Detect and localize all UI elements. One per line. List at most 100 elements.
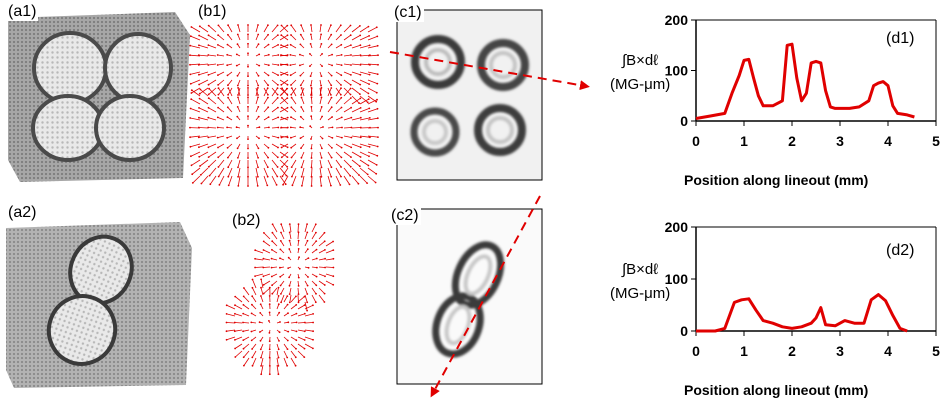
field-vector — [199, 159, 209, 167]
field-vector — [283, 343, 288, 350]
field-vector-head — [226, 106, 229, 109]
field-vector-head — [369, 136, 371, 139]
field-vector-head — [226, 126, 228, 129]
field-vector-head — [268, 286, 271, 289]
field-vector-head — [368, 107, 371, 110]
field-vector — [318, 287, 325, 294]
field-vector-head — [237, 166, 239, 169]
field-vector-head — [237, 94, 239, 96]
field-vector-head — [323, 231, 326, 234]
field-vector — [367, 167, 377, 175]
field-vector-head — [251, 295, 254, 298]
field-vector — [281, 143, 289, 148]
field-vector — [311, 167, 313, 177]
field-vector — [359, 117, 370, 121]
field-vector — [327, 87, 332, 97]
field-vector-head — [226, 64, 229, 67]
field-vector — [227, 34, 233, 41]
field-vector — [343, 54, 352, 57]
field-vector-head — [262, 292, 265, 295]
field-vector-head — [271, 231, 274, 234]
field-vector-head — [207, 146, 210, 149]
field-vector-head — [237, 24, 239, 26]
field-vector-head — [286, 295, 289, 297]
field-vector-head — [190, 155, 192, 158]
field-vector — [281, 25, 289, 33]
field-vector — [243, 343, 250, 350]
field-vector — [218, 97, 225, 105]
field-vector-head — [330, 43, 333, 46]
field-vector-head — [267, 106, 270, 109]
field-vector-head — [278, 331, 281, 334]
field-vector — [359, 45, 370, 49]
field-vector — [251, 304, 257, 310]
field-vector — [304, 336, 314, 341]
field-vector-head — [251, 364, 254, 367]
field-vector — [290, 54, 297, 57]
field-vector — [318, 249, 326, 254]
field-vector-head — [233, 321, 236, 324]
field-vector-head — [323, 292, 326, 295]
field-vector-head — [198, 107, 200, 109]
field-vector-head — [258, 64, 261, 67]
field-vector — [291, 167, 297, 177]
field-vector — [301, 151, 305, 158]
field-vector-head — [290, 84, 292, 86]
field-vector — [208, 135, 217, 138]
field-vector — [271, 79, 279, 86]
field-vector-head — [235, 126, 238, 129]
field-vector — [191, 159, 201, 166]
field-vector — [237, 97, 241, 105]
field-vector-head — [376, 117, 379, 120]
field-vector-head — [290, 96, 293, 99]
field-vector — [199, 151, 209, 158]
field-vector — [335, 54, 342, 57]
x-tick-label: 0 — [692, 133, 700, 149]
field-vector — [217, 44, 225, 49]
field-vector-head — [207, 83, 210, 86]
field-vector-head — [340, 175, 342, 178]
field-vector-head — [331, 53, 333, 56]
field-vector-head — [267, 146, 270, 149]
field-vector-head — [315, 240, 318, 242]
field-vector-head — [299, 33, 302, 36]
field-vector-head — [290, 136, 292, 139]
field-vector-head — [298, 267, 301, 270]
field-vector — [251, 343, 257, 350]
radiograph-a2 — [6, 222, 192, 388]
field-vector-head — [286, 97, 289, 99]
field-vector-head — [359, 25, 361, 27]
field-vector-head — [303, 295, 306, 298]
field-vector-head — [320, 24, 322, 26]
field-vector — [289, 294, 292, 303]
field-vector — [226, 336, 236, 341]
field-vector-head — [267, 93, 269, 96]
field-vector-head — [247, 87, 249, 89]
field-vector — [351, 79, 361, 85]
field-vector — [198, 135, 209, 138]
field-vector — [217, 117, 225, 121]
field-vector — [263, 232, 271, 240]
field-vector-head — [280, 136, 283, 139]
field-vector — [200, 89, 209, 97]
field-vector-head — [350, 126, 353, 129]
field-vector — [227, 159, 233, 168]
field-vector — [280, 287, 285, 295]
field-vector — [217, 54, 225, 57]
field-vector-head — [258, 137, 260, 140]
field-vector-head — [306, 239, 309, 242]
field-vector-head — [217, 97, 220, 99]
field-vector — [351, 44, 361, 49]
field-vector — [219, 175, 225, 186]
field-vector — [280, 280, 285, 286]
field-vector — [218, 159, 225, 168]
panel-a2: (a2) — [0, 200, 195, 402]
field-vector-head — [257, 156, 259, 159]
field-vector — [271, 97, 278, 105]
field-vector-head — [286, 34, 289, 37]
radiograph-a1 — [8, 12, 190, 182]
field-vector — [335, 167, 342, 177]
field-vector-head — [259, 348, 262, 351]
x-tick-label: 3 — [836, 343, 844, 359]
field-vector — [263, 241, 271, 247]
